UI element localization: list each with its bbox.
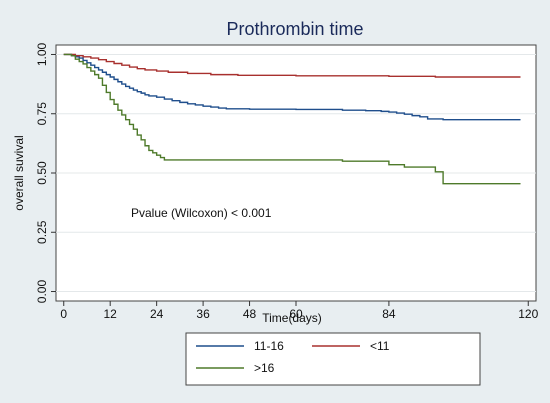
x-tick-label: 120 xyxy=(518,307,538,321)
legend-label-1: <11 xyxy=(370,339,390,353)
legend-label-0: 11-16 xyxy=(254,339,284,353)
y-axis-title: overall suvival xyxy=(12,135,26,210)
x-tick-label: 60 xyxy=(289,307,303,321)
legend-label-2: >16 xyxy=(254,361,275,375)
x-tick-label: 0 xyxy=(60,307,67,321)
y-tick-label: 0.00 xyxy=(35,280,49,304)
x-tick-label: 24 xyxy=(150,307,164,321)
series-line-0 xyxy=(63,53,521,121)
y-tick-label: 1.00 xyxy=(35,42,49,66)
legend-box xyxy=(185,332,481,386)
x-axis-title: Time(days) xyxy=(262,311,322,325)
x-tick-label: 12 xyxy=(104,307,118,321)
x-tick-label: 84 xyxy=(382,307,396,321)
chart-title: Prothrombin time xyxy=(226,19,363,39)
x-tick-label: 36 xyxy=(196,307,210,321)
plot-area: 0.00 0.25 0.50 0.75 1.00 0 12 24 36 48 60 84 120 Time… xyxy=(12,42,539,386)
series-line-1 xyxy=(63,53,521,78)
y-tick-label: 0.75 xyxy=(35,102,49,126)
y-tick-label: 0.25 xyxy=(35,220,49,244)
x-tick-label: 48 xyxy=(243,307,257,321)
y-tick-label: 0.50 xyxy=(35,161,49,185)
pvalue-annotation: Pvalue (Wilcoxon) < 0.001 xyxy=(131,206,272,220)
series-line-2 xyxy=(63,53,521,185)
